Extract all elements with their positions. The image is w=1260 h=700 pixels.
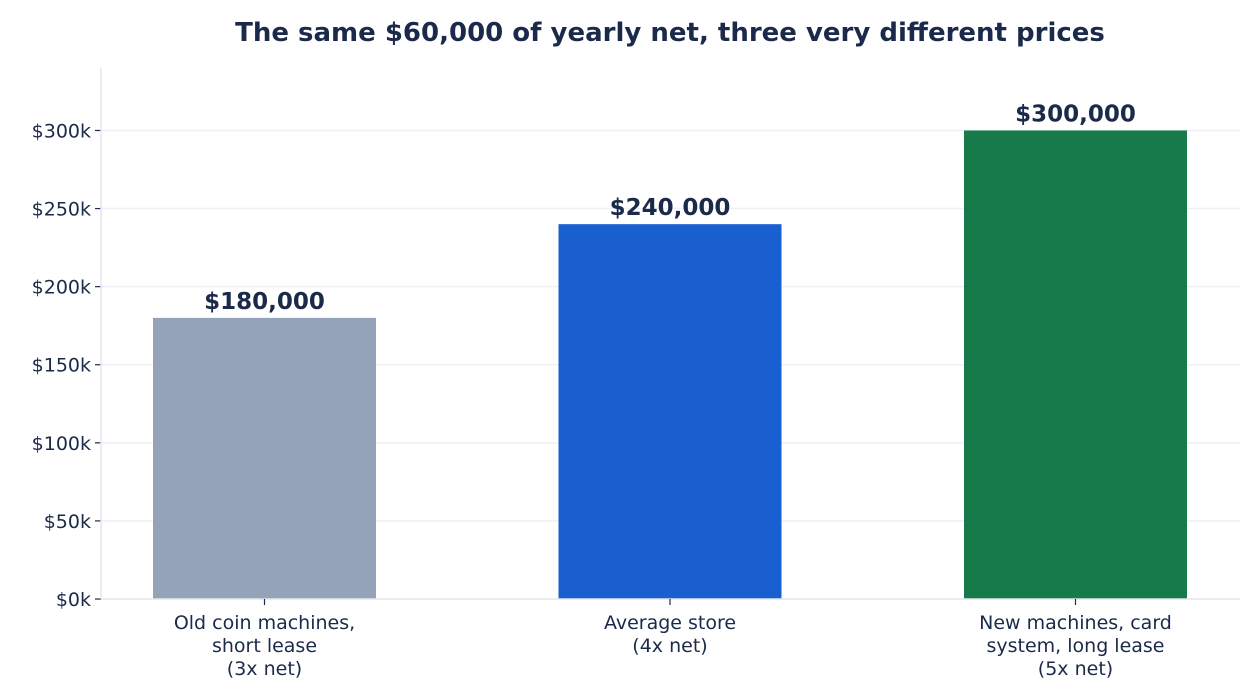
y-tick-label: $0k xyxy=(56,589,91,611)
bar-value-label: $180,000 xyxy=(204,289,325,315)
bars xyxy=(153,130,1187,600)
bar xyxy=(558,224,782,600)
y-tick-label: $150k xyxy=(32,355,91,377)
x-tick-label: system, long lease xyxy=(986,635,1164,657)
y-tick-label: $100k xyxy=(32,433,91,455)
bar xyxy=(153,317,376,599)
bar-value-label: $300,000 xyxy=(1015,101,1136,127)
x-tick-label: short lease xyxy=(212,635,317,657)
y-tick-label: $250k xyxy=(32,199,91,221)
x-tick-label: New machines, card xyxy=(979,612,1172,634)
y-tick-label: $50k xyxy=(44,511,91,533)
bar xyxy=(964,130,1187,599)
x-tick-label: (5x net) xyxy=(1038,658,1113,680)
bar-value-label: $240,000 xyxy=(610,195,731,221)
y-tick-label: $200k xyxy=(32,277,91,299)
x-tick-label: Average store xyxy=(604,612,736,634)
labels: $0k $50k $100k $150k $200k $250k $300k $180,000… xyxy=(32,101,1172,680)
axes xyxy=(95,68,1240,605)
x-tick-label: (3x net) xyxy=(227,658,302,680)
chart-title: The same $60,000 of yearly net, three ve… xyxy=(235,18,1105,48)
x-tick-label: Old coin machines, xyxy=(174,612,355,634)
y-tick-label: $300k xyxy=(32,120,91,142)
x-tick-label: (4x net) xyxy=(632,635,707,657)
